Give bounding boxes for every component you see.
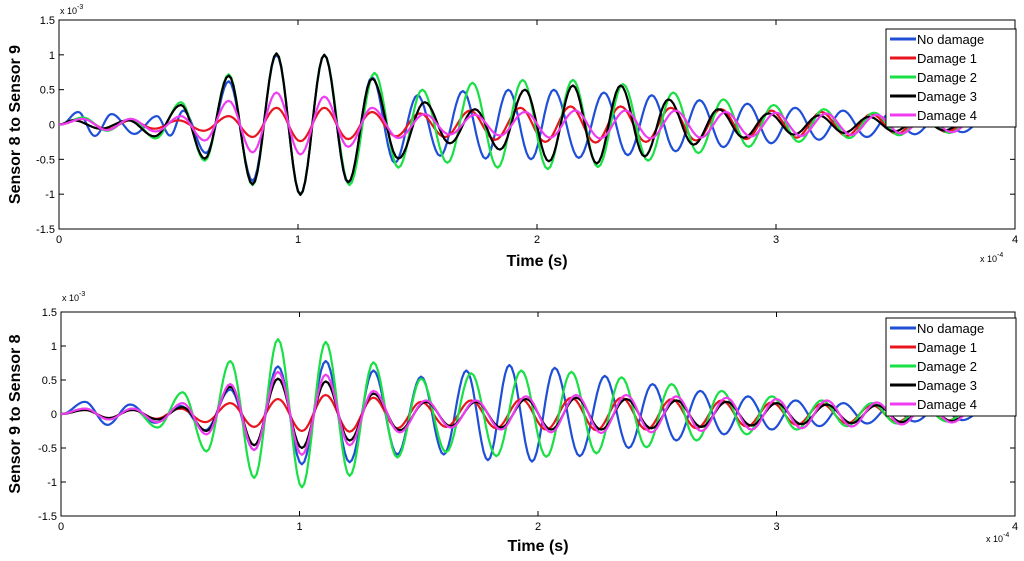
x-axis-label: Time (s) [507, 538, 568, 555]
legend-entry: Damage 3 [917, 378, 977, 393]
legend-entry: Damage 1 [917, 340, 977, 355]
y-tick-label: 0 [51, 409, 57, 421]
x-axis-label: Time (s) [506, 253, 567, 270]
y-tick-label: 1 [49, 50, 55, 62]
y-multiplier: x 10-3 [62, 291, 85, 303]
legend-entry: No damage [917, 321, 984, 336]
y-axis-label: Sensor 9 to Sensor 8 [7, 334, 24, 493]
series-line [59, 53, 987, 196]
y-tick-label: -1.5 [38, 511, 57, 523]
chart-sensor-8-to-9: -1.5 -1 -0.5 0 0.5 1 1.5 0 1 2 3 4 x 10-3 x 10-4 Time … [7, 4, 1018, 270]
y-tick-label: -0.5 [38, 443, 57, 455]
y-tick-label: 1.5 [42, 307, 57, 319]
x-tick-label: 3 [773, 234, 779, 246]
y-tick-label: 0.5 [40, 85, 55, 97]
x-multiplier: x 10-4 [986, 532, 1009, 544]
legend-entry: No damage [917, 32, 984, 47]
y-tick-label: -0.5 [36, 154, 55, 166]
chart-sensor-9-to-8: -1.5 -1 -0.5 0 0.5 1 1.5 0 1 2 3 4 x 10-3 x 10-4 Time … [7, 291, 1018, 555]
y-tick-label: 0.5 [42, 375, 57, 387]
x-tick-label: 4 [1012, 521, 1018, 533]
series-line [61, 393, 973, 433]
x-multiplier: x 10-4 [980, 252, 1003, 264]
x-tick-label: 2 [535, 521, 541, 533]
x-tick-label: 1 [296, 521, 302, 533]
x-tick-label: 0 [58, 521, 64, 533]
series-line [61, 338, 973, 489]
y-multiplier: x 10-3 [60, 4, 83, 16]
y-tick-label: 1.5 [40, 15, 55, 27]
legend-entry: Damage 2 [917, 359, 977, 374]
series-line [59, 91, 977, 156]
legend-entry: Damage 3 [917, 89, 977, 104]
x-tick-label: 0 [56, 234, 62, 246]
y-tick-label: -1.5 [36, 224, 55, 236]
legend-entry: Damage 4 [917, 108, 977, 123]
x-tick-label: 4 [1012, 234, 1018, 246]
y-tick-label: 1 [51, 341, 57, 353]
legend-entry: Damage 4 [917, 397, 977, 412]
y-axis-label: Sensor 8 to Sensor 9 [7, 45, 24, 204]
y-tick-label: 0 [49, 120, 55, 132]
x-tick-label: 1 [295, 234, 301, 246]
series-line [61, 370, 977, 456]
legend: No damage Damage 1 Damage 2 Damage 3 Damage … [885, 317, 1017, 417]
legend: No damage Damage 1 Damage 2 Damage 3 Damage … [885, 28, 1017, 128]
legend-entry: Damage 1 [917, 51, 977, 66]
legend-entry: Damage 2 [917, 70, 977, 85]
y-tick-label: -1 [47, 477, 57, 489]
x-tick-label: 2 [534, 234, 540, 246]
x-tick-label: 3 [773, 521, 779, 533]
y-tick-label: -1 [45, 189, 55, 201]
series-line [59, 52, 970, 196]
